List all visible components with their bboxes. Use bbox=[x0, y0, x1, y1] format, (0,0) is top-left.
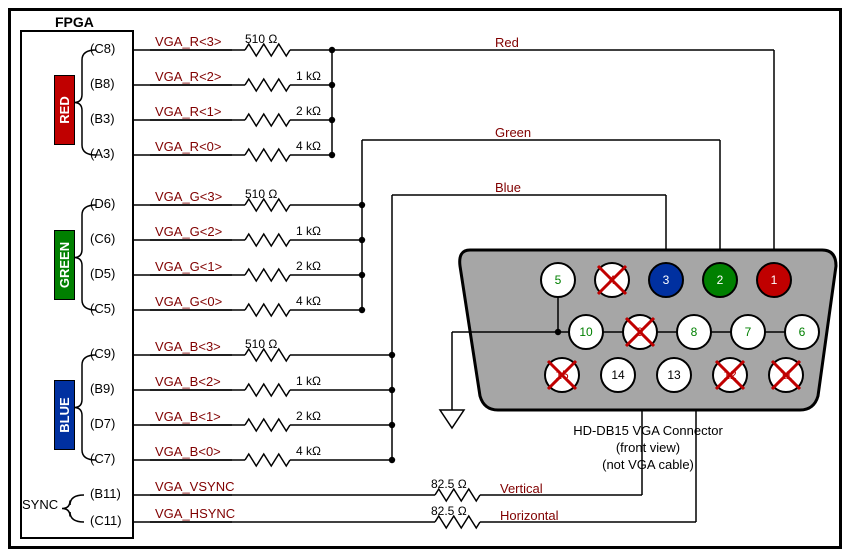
wiring-svg: 543211098761514131211HD-DB15 VGA Connect… bbox=[0, 0, 850, 557]
group-block-red: RED bbox=[54, 75, 75, 145]
svg-text:13: 13 bbox=[667, 368, 681, 382]
group-block-blue: BLUE bbox=[54, 380, 75, 450]
diagram-root: FPGA SYNC (C8)VGA_R<3>510 Ω(B8)VGA_R<2>1… bbox=[0, 0, 850, 557]
svg-text:1: 1 bbox=[771, 273, 778, 287]
svg-text:5: 5 bbox=[555, 273, 562, 287]
svg-text:7: 7 bbox=[745, 325, 752, 339]
svg-text:(front view): (front view) bbox=[616, 440, 680, 455]
svg-text:2: 2 bbox=[717, 273, 724, 287]
svg-text:14: 14 bbox=[611, 368, 625, 382]
svg-text:HD-DB15 VGA Connector: HD-DB15 VGA Connector bbox=[573, 423, 723, 438]
group-block-green: GREEN bbox=[54, 230, 75, 300]
svg-text:8: 8 bbox=[691, 325, 698, 339]
svg-text:(not VGA cable): (not VGA cable) bbox=[602, 457, 694, 472]
svg-text:3: 3 bbox=[663, 273, 670, 287]
svg-text:6: 6 bbox=[799, 325, 806, 339]
svg-text:10: 10 bbox=[579, 325, 593, 339]
